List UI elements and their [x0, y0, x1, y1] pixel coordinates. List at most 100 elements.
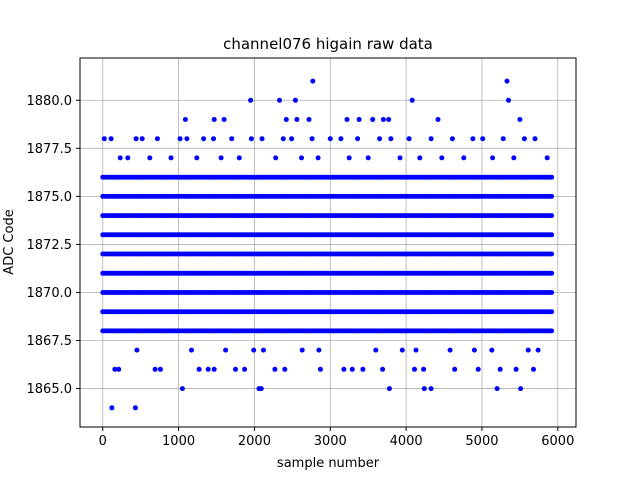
data-point [513, 366, 519, 372]
x-tick-label: 2000 [238, 434, 271, 449]
data-point [355, 136, 361, 142]
data-point [327, 136, 333, 142]
data-point [388, 136, 394, 142]
x-tick-label: 5000 [465, 434, 498, 449]
data-point [409, 97, 415, 103]
data-point [259, 136, 265, 142]
data-point [147, 155, 153, 161]
data-band-1873 [100, 232, 555, 238]
data-point [101, 136, 107, 142]
data-point [182, 117, 188, 122]
data-point [117, 155, 123, 161]
data-point [316, 347, 322, 353]
data-point [490, 155, 496, 161]
y-tick-label: 1872.5 [27, 238, 73, 253]
data-band-1868 [100, 328, 555, 334]
data-points [100, 78, 555, 411]
data-point [549, 213, 555, 219]
data-point [317, 366, 323, 372]
data-point [223, 347, 229, 353]
data-point [504, 78, 510, 84]
data-point [532, 136, 538, 142]
data-point [471, 347, 477, 353]
data-point [242, 366, 248, 372]
data-point [489, 347, 495, 353]
x-tick-label: 4000 [390, 434, 423, 449]
data-point [412, 366, 417, 372]
data-band-1875 [100, 193, 555, 199]
data-point [157, 366, 163, 372]
data-point [500, 136, 506, 142]
data-point [346, 155, 352, 161]
y-tick-label: 1865.0 [27, 382, 73, 397]
data-point [475, 366, 481, 372]
x-axis-label: sample number [277, 456, 380, 471]
y-tick-label: 1870.0 [27, 286, 73, 301]
data-point [189, 347, 194, 353]
data-point [365, 155, 371, 161]
data-point [518, 386, 524, 392]
data-point [233, 366, 238, 372]
data-point [248, 97, 254, 103]
data-point [531, 366, 536, 372]
data-point [373, 347, 379, 353]
data-point [461, 155, 467, 161]
data-point [399, 347, 405, 353]
data-point [108, 136, 114, 142]
data-point [377, 136, 383, 142]
data-point [280, 136, 286, 142]
data-point [549, 309, 555, 315]
data-point [306, 117, 312, 122]
data-point [549, 251, 555, 257]
data-point [517, 117, 523, 122]
x-tick-label: 6000 [541, 434, 574, 449]
data-point [184, 136, 190, 142]
data-point [294, 117, 300, 122]
data-point [506, 97, 511, 103]
data-point [272, 366, 278, 372]
data-point [549, 193, 555, 199]
data-point [544, 155, 550, 161]
data-point [309, 136, 315, 142]
data-point [535, 347, 541, 353]
data-point [221, 117, 227, 122]
data-point [139, 136, 145, 142]
data-point [497, 366, 503, 372]
data-point [168, 155, 174, 161]
data-point [360, 366, 366, 372]
data-band-1870 [100, 290, 555, 295]
data-point [525, 347, 531, 353]
data-point [236, 155, 242, 161]
data-point [201, 136, 207, 142]
data-point [480, 136, 486, 142]
data-point [356, 117, 362, 122]
data-point [452, 366, 458, 372]
data-point [549, 290, 555, 295]
data-point [349, 366, 355, 372]
x-tick-label: 3000 [314, 434, 347, 449]
data-band-1872 [100, 251, 555, 257]
chart-title: channel076 higain raw data [223, 35, 433, 53]
data-band-1871 [100, 270, 555, 276]
data-point [211, 117, 217, 122]
data-point [211, 136, 216, 142]
data-point [449, 136, 455, 142]
data-point [229, 136, 235, 142]
data-point [211, 366, 217, 372]
data-point [112, 366, 118, 372]
data-point [109, 405, 115, 411]
data-point [299, 347, 305, 353]
data-point [406, 136, 412, 142]
data-point [218, 155, 224, 161]
data-point [421, 366, 427, 372]
data-point [413, 347, 419, 353]
data-point [428, 386, 434, 392]
data-point [282, 366, 288, 372]
data-point [421, 386, 427, 392]
data-point [179, 386, 185, 392]
data-band-1869 [100, 309, 555, 315]
data-point [277, 97, 282, 103]
plot-frame [79, 57, 577, 428]
data-point [299, 155, 304, 161]
